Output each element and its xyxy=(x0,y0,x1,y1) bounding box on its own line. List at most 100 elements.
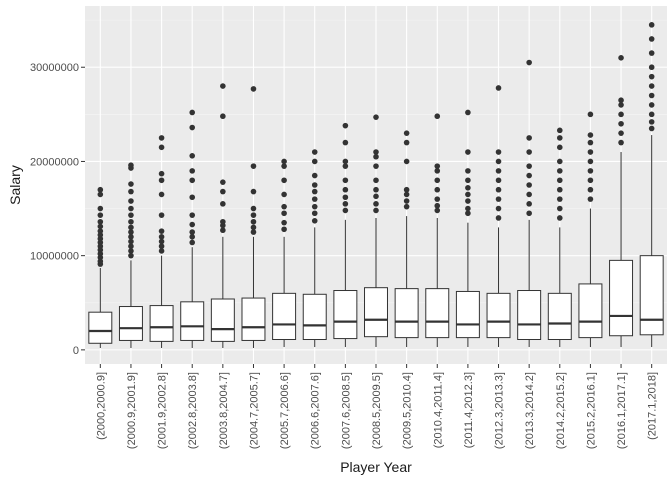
y-axis-title: Salary xyxy=(7,165,23,205)
outlier-point xyxy=(250,212,257,218)
y-tick-label: 30000000 xyxy=(30,62,79,74)
outlier-point xyxy=(526,149,532,155)
outlier-point xyxy=(97,228,104,234)
outlier-point xyxy=(189,152,196,159)
outlier-point xyxy=(618,111,624,118)
outlier-point xyxy=(128,205,134,212)
outlier-point xyxy=(373,114,379,120)
box-group xyxy=(455,109,480,348)
outlier-point xyxy=(189,177,196,184)
outlier-point xyxy=(311,158,318,165)
outlier-point xyxy=(128,238,134,245)
outlier-point xyxy=(128,252,134,259)
x-tick-label: (2013.3,2014.2] xyxy=(524,372,536,449)
box-group xyxy=(486,85,511,348)
outlier-point xyxy=(128,248,134,254)
iqr-box xyxy=(486,292,511,339)
outlier-point xyxy=(556,135,563,141)
outlier-point xyxy=(128,229,134,235)
outlier-point xyxy=(311,203,318,210)
outlier-point xyxy=(495,205,502,212)
y-tick-label: 10000000 xyxy=(30,251,79,263)
outlier-point xyxy=(128,218,134,225)
box-group xyxy=(241,86,266,348)
outlier-point xyxy=(526,163,532,169)
box-group xyxy=(517,59,542,348)
outlier-point xyxy=(97,205,104,212)
outlier-point xyxy=(342,194,349,201)
outlier-point xyxy=(648,102,655,108)
outlier-point xyxy=(403,191,410,198)
outlier-point xyxy=(434,113,441,120)
outlier-point xyxy=(373,201,379,207)
outlier-point xyxy=(97,191,104,198)
outlier-point xyxy=(648,125,655,132)
outlier-point xyxy=(403,203,410,210)
iqr-box xyxy=(180,301,205,341)
outlier-point xyxy=(220,83,226,89)
iqr-box xyxy=(302,293,327,341)
outlier-point xyxy=(648,73,655,80)
outlier-point xyxy=(495,196,502,202)
iqr-box xyxy=(394,288,419,339)
outlier-point xyxy=(403,158,410,165)
iqr-box xyxy=(88,311,113,344)
iqr-box xyxy=(455,290,480,339)
box-group xyxy=(118,162,143,348)
outlier-point xyxy=(648,64,655,71)
outlier-point xyxy=(495,85,502,91)
outlier-point xyxy=(281,163,287,169)
outlier-point xyxy=(648,119,655,125)
outlier-point xyxy=(556,144,563,151)
outlier-point xyxy=(587,186,594,193)
iqr-box xyxy=(210,298,235,342)
outlier-point xyxy=(128,224,134,231)
outlier-point xyxy=(556,196,563,202)
outlier-point xyxy=(465,205,471,212)
x-axis: (2000,2000.9] (2000.9,2001.9] (2001.9,2002… xyxy=(95,364,659,449)
outlier-point xyxy=(250,224,257,231)
outlier-point xyxy=(587,177,594,184)
outlier-point xyxy=(434,163,441,169)
outlier-point xyxy=(281,158,287,165)
box-group xyxy=(88,186,113,348)
x-tick-label: (2014.2,2015.2] xyxy=(555,372,567,449)
outlier-point xyxy=(189,124,196,131)
outlier-point xyxy=(434,168,441,174)
outlier-point xyxy=(587,158,594,165)
outlier-point xyxy=(495,177,502,184)
outlier-point xyxy=(189,168,196,174)
iqr-box xyxy=(149,305,174,342)
outlier-point xyxy=(250,218,257,225)
outlier-point xyxy=(128,198,134,204)
outlier-point xyxy=(556,215,563,221)
outlier-point xyxy=(434,177,441,184)
outlier-point xyxy=(434,186,441,193)
outlier-point xyxy=(250,229,257,235)
box-group xyxy=(639,22,664,348)
x-tick-label: (2009.5,2010.4] xyxy=(402,372,414,449)
box-group xyxy=(149,135,174,348)
outlier-point xyxy=(465,109,471,116)
outlier-point xyxy=(495,186,502,193)
x-tick-label: (2004.7,2005.7] xyxy=(248,372,260,449)
outlier-point xyxy=(189,109,196,116)
outlier-point xyxy=(373,186,379,193)
outlier-point xyxy=(434,207,441,214)
box-group xyxy=(333,122,358,348)
box-group xyxy=(425,113,450,348)
iqr-box xyxy=(609,259,634,337)
outlier-point xyxy=(434,202,441,209)
iqr-box xyxy=(517,290,542,341)
outlier-point xyxy=(281,191,287,198)
outlier-point xyxy=(495,215,502,221)
outlier-point xyxy=(526,191,532,198)
outlier-point xyxy=(526,210,532,217)
outlier-point xyxy=(342,207,349,214)
outlier-point xyxy=(342,163,349,169)
outlier-point xyxy=(250,163,257,169)
outlier-point xyxy=(189,239,196,246)
iqr-box xyxy=(547,292,572,341)
outlier-point xyxy=(158,238,165,245)
outlier-point xyxy=(311,196,318,202)
